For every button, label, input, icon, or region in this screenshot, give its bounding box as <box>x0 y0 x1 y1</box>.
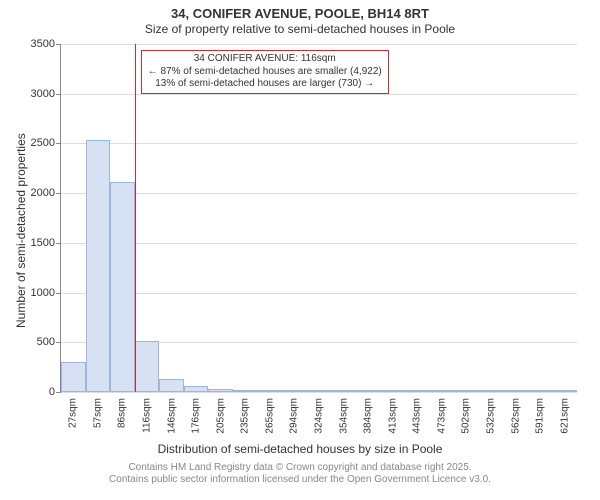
xtick-label: 413sqm <box>387 398 398 434</box>
xtick-label: 324sqm <box>314 398 325 434</box>
histogram-bar <box>331 390 356 392</box>
xtick-label: 57sqm <box>92 398 103 428</box>
attribution-line2: Contains public sector information licen… <box>109 474 491 485</box>
xtick-label: 473sqm <box>436 398 447 434</box>
attribution-line1: Contains HM Land Registry data © Crown c… <box>128 462 471 473</box>
histogram-bar <box>479 390 504 392</box>
ytick-mark <box>56 392 61 393</box>
histogram-bar <box>430 390 455 392</box>
chart-title-line1: 34, CONIFER AVENUE, POOLE, BH14 8RT <box>0 6 600 21</box>
gridline-h <box>61 44 577 45</box>
xtick-label: 146sqm <box>166 398 177 434</box>
histogram-bar <box>61 362 86 392</box>
xtick-label: 621sqm <box>559 398 570 434</box>
histogram-bar <box>552 390 577 392</box>
ytick-label: 3000 <box>31 88 55 100</box>
histogram-bar <box>356 390 381 392</box>
ytick-mark <box>56 44 61 45</box>
ytick-mark <box>56 293 61 294</box>
reference-line <box>135 44 136 392</box>
xtick-label: 27sqm <box>68 398 79 428</box>
reference-annotation-line: 34 CONIFER AVENUE: 116sqm <box>194 53 336 64</box>
xtick-label: 176sqm <box>191 398 202 434</box>
histogram-bar <box>503 390 528 392</box>
gridline-h <box>61 143 577 144</box>
reference-annotation-line: ← 87% of semi-detached houses are smalle… <box>148 66 382 77</box>
histogram-bar <box>110 182 135 392</box>
histogram-bar <box>454 390 479 392</box>
chart-container: 34, CONIFER AVENUE, POOLE, BH14 8RT Size… <box>0 0 600 500</box>
histogram-bar <box>184 386 209 392</box>
xtick-label: 502sqm <box>461 398 472 434</box>
gridline-h <box>61 293 577 294</box>
xtick-label: 265sqm <box>264 398 275 434</box>
ytick-label: 2500 <box>31 137 55 149</box>
histogram-bar <box>159 379 184 392</box>
ytick-label: 1500 <box>31 237 55 249</box>
xtick-label: 116sqm <box>142 398 153 433</box>
reference-annotation-line: 13% of semi-detached houses are larger (… <box>155 78 374 89</box>
ytick-label: 0 <box>49 386 55 398</box>
ytick-mark <box>56 193 61 194</box>
attribution-text: Contains HM Land Registry data © Crown c… <box>0 462 600 486</box>
ytick-label: 2000 <box>31 187 55 199</box>
x-axis-label: Distribution of semi-detached houses by … <box>0 442 600 456</box>
gridline-h <box>61 193 577 194</box>
ytick-label: 1000 <box>31 287 55 299</box>
xtick-label: 443sqm <box>412 398 423 434</box>
histogram-bar <box>282 390 307 392</box>
histogram-bar <box>135 341 160 392</box>
gridline-h <box>61 392 577 393</box>
xtick-label: 235sqm <box>240 398 251 434</box>
ytick-mark <box>56 94 61 95</box>
xtick-label: 294sqm <box>289 398 300 434</box>
histogram-bar <box>405 390 430 392</box>
xtick-label: 86sqm <box>117 398 128 428</box>
ytick-mark <box>56 143 61 144</box>
plot-area: 050010001500200025003000350027sqm57sqm86… <box>60 44 577 393</box>
xtick-label: 354sqm <box>338 398 349 434</box>
xtick-label: 532sqm <box>486 398 497 434</box>
xtick-label: 384sqm <box>363 398 374 434</box>
reference-annotation: 34 CONIFER AVENUE: 116sqm ← 87% of semi-d… <box>141 50 389 94</box>
xtick-label: 591sqm <box>535 398 546 434</box>
histogram-bar <box>258 390 283 392</box>
histogram-bar <box>208 389 233 392</box>
histogram-bar <box>233 390 258 392</box>
xtick-label: 562sqm <box>510 398 521 434</box>
ytick-label: 3500 <box>31 38 55 50</box>
histogram-bar <box>86 140 111 392</box>
xtick-label: 205sqm <box>215 398 226 434</box>
chart-title-line2: Size of property relative to semi-detach… <box>0 22 600 36</box>
histogram-bar <box>380 390 405 392</box>
histogram-bar <box>307 390 332 392</box>
gridline-h <box>61 243 577 244</box>
histogram-bar <box>528 390 553 392</box>
ytick-label: 500 <box>37 336 55 348</box>
gridline-h <box>61 94 577 95</box>
ytick-mark <box>56 342 61 343</box>
ytick-mark <box>56 243 61 244</box>
y-axis-label: Number of semi-detached properties <box>14 133 28 328</box>
